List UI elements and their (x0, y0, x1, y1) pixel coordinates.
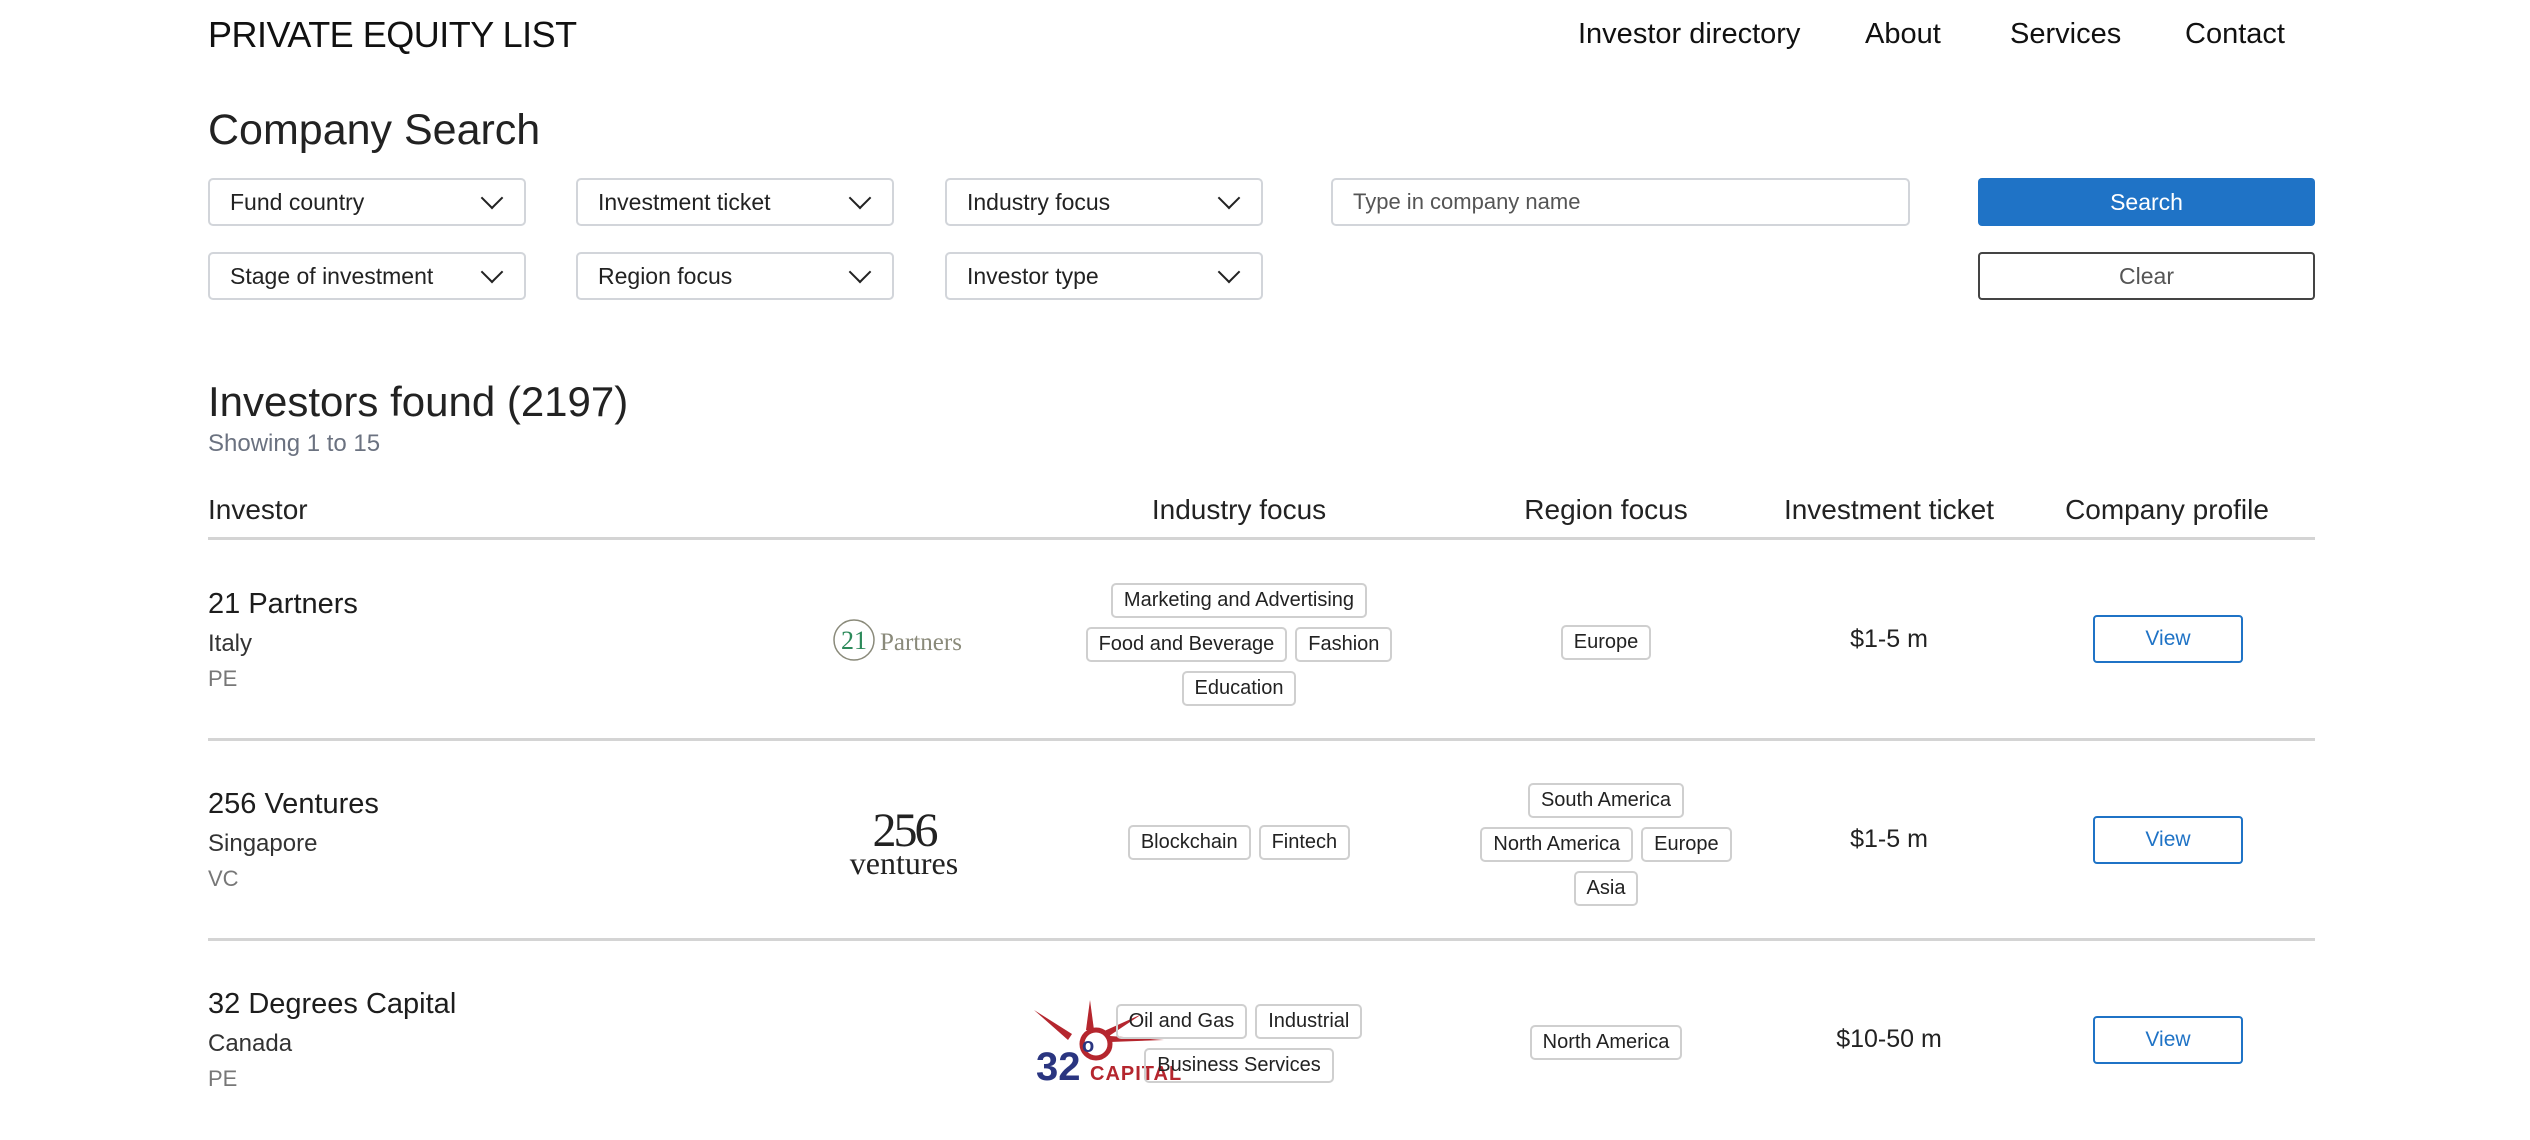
page-title: Company Search (208, 106, 541, 154)
header-divider (208, 537, 2315, 540)
search-button[interactable]: Search (1978, 178, 2315, 226)
column-header-region: Region focus (1524, 494, 1688, 525)
industry-tag: Fintech (1258, 825, 1351, 860)
investment-ticket-dropdown[interactable]: Investment ticket (576, 178, 894, 226)
industry-tag: Education (1181, 671, 1297, 706)
investment-ticket: $1-5 m (1850, 625, 1928, 653)
investor-country: Canada (208, 1030, 293, 1057)
nav-services[interactable]: Services (2010, 18, 2122, 50)
svg-text:Partners: Partners (880, 629, 962, 656)
view-profile-button[interactable]: View (2093, 816, 2243, 864)
industry-tag: Business Services (1144, 1048, 1334, 1083)
company-logo-21-partners: 21 Partners (833, 619, 962, 661)
region-tags: Europe (1386, 625, 1826, 660)
view-profile-button[interactable]: View (2093, 615, 2243, 663)
investor-type: VC (208, 866, 239, 891)
investor-type: PE (208, 1066, 238, 1091)
svg-text:256: 256 (873, 804, 938, 857)
table-row: 21 Partners Italy PE 21 Partners Marketi… (208, 540, 2315, 740)
investor-type-dropdown[interactable]: Investor type (945, 252, 1263, 300)
industry-tag: Oil and Gas (1115, 1004, 1248, 1039)
chevron-down-icon (480, 186, 504, 210)
chevron-down-icon (848, 260, 872, 284)
clear-button[interactable]: Clear (1978, 252, 2315, 300)
dropdown-label: Fund country (230, 188, 365, 215)
industry-tag: Marketing and Advertising (1110, 583, 1368, 618)
nav-about[interactable]: About (1865, 18, 1941, 50)
row-divider (208, 738, 2315, 741)
row-divider (208, 938, 2315, 941)
svg-text:21: 21 (841, 626, 867, 655)
region-tag: North America (1529, 1025, 1683, 1060)
investment-ticket: $1-5 m (1850, 825, 1928, 853)
column-header-industry: Industry focus (1151, 494, 1327, 525)
region-tags: North America (1386, 1025, 1826, 1060)
svg-text:CAPITAL: CAPITAL (1090, 1063, 1182, 1085)
region-tag: North America (1480, 827, 1634, 862)
region-tag: South America (1527, 783, 1685, 818)
company-logo-32-degrees-capital: 32 o CAPITAL (1034, 1000, 1182, 1085)
region-tag: Europe (1560, 625, 1652, 660)
industry-tag: Food and Beverage (1085, 627, 1288, 662)
industry-tags: Marketing and Advertising Food and Bever… (1019, 583, 1459, 706)
investor-country: Singapore (208, 830, 318, 857)
site-logo[interactable]: PRIVATE EQUITY LIST (208, 14, 577, 55)
stage-of-investment-dropdown[interactable]: Stage of investment (208, 252, 526, 300)
dropdown-label: Stage of investment (230, 262, 434, 289)
fund-country-dropdown[interactable]: Fund country (208, 178, 526, 226)
region-tag: Europe (1641, 827, 1732, 862)
column-header-ticket: Investment ticket (1783, 494, 1995, 525)
svg-text:o: o (1082, 1035, 1094, 1057)
chevron-down-icon (480, 260, 504, 284)
column-header-profile: Company profile (2065, 494, 2269, 525)
industry-focus-dropdown[interactable]: Industry focus (945, 178, 1263, 226)
table-row: 32 Degrees Capital Canada PE 32 o CAPITA… (208, 940, 2315, 1140)
column-header-investor: Investor (208, 494, 308, 525)
company-logo-256-ventures: 256 ventures (850, 804, 958, 881)
investor-name[interactable]: 32 Degrees Capital (208, 988, 457, 1020)
investment-ticket: $10-50 m (1836, 1025, 1942, 1053)
company-name-input[interactable] (1331, 178, 1910, 226)
region-focus-dropdown[interactable]: Region focus (576, 252, 894, 300)
svg-text:32: 32 (1036, 1045, 1081, 1085)
industry-tags: Blockchain Fintech (1019, 825, 1459, 860)
investor-country: Italy (208, 630, 253, 657)
dropdown-label: Investment ticket (598, 188, 771, 215)
results-range: Showing 1 to 15 (208, 430, 381, 457)
industry-tag: Blockchain (1127, 825, 1251, 860)
dropdown-label: Industry focus (967, 188, 1111, 215)
chevron-down-icon (1217, 260, 1241, 284)
view-profile-button[interactable]: View (2093, 1016, 2243, 1064)
results-title: Investors found (2197) (208, 378, 629, 425)
table-row: 256 Ventures Singapore VC 256 ventures B… (208, 740, 2315, 940)
investor-name[interactable]: 256 Ventures (208, 788, 379, 820)
nav-contact[interactable]: Contact (2185, 18, 2285, 50)
region-tags: South America North America Europe Asia (1386, 783, 1826, 906)
investor-name[interactable]: 21 Partners (208, 588, 358, 620)
chevron-down-icon (1217, 186, 1241, 210)
nav-investor-directory[interactable]: Investor directory (1578, 18, 1801, 50)
dropdown-label: Investor type (967, 262, 1099, 289)
dropdown-label: Region focus (598, 262, 733, 289)
region-tag: Asia (1573, 871, 1639, 906)
chevron-down-icon (848, 186, 872, 210)
industry-tag: Fashion (1295, 627, 1393, 662)
investor-type: PE (208, 666, 238, 691)
industry-tags: Oil and Gas Industrial Business Services (1019, 1004, 1459, 1083)
svg-text:ventures: ventures (850, 845, 958, 881)
industry-tag: Industrial (1255, 1004, 1363, 1039)
